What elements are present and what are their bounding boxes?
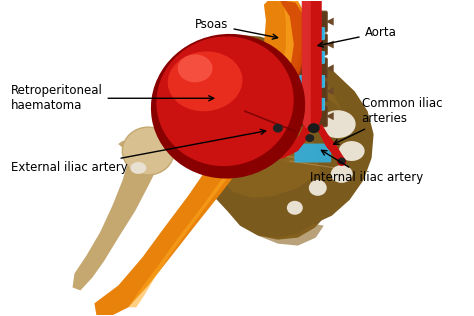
Polygon shape: [326, 64, 334, 72]
Ellipse shape: [178, 54, 212, 82]
Text: Retroperitoneal
haematoma: Retroperitoneal haematoma: [11, 84, 214, 112]
Text: Common iliac
arteries: Common iliac arteries: [334, 97, 442, 144]
Polygon shape: [210, 48, 342, 198]
Ellipse shape: [337, 158, 346, 166]
Text: Internal iliac artery: Internal iliac artery: [310, 150, 423, 185]
Polygon shape: [326, 18, 334, 26]
Polygon shape: [130, 134, 165, 164]
Ellipse shape: [168, 52, 242, 111]
Polygon shape: [290, 112, 298, 120]
Ellipse shape: [331, 165, 353, 183]
Polygon shape: [266, 1, 306, 128]
Ellipse shape: [151, 34, 305, 179]
Polygon shape: [228, 204, 326, 240]
Ellipse shape: [122, 127, 174, 175]
Polygon shape: [290, 40, 298, 48]
Ellipse shape: [306, 5, 318, 15]
Polygon shape: [308, 96, 356, 216]
FancyBboxPatch shape: [299, 75, 325, 87]
Ellipse shape: [305, 134, 314, 142]
Polygon shape: [258, 224, 324, 246]
Text: Psoas: Psoas: [195, 18, 278, 39]
FancyBboxPatch shape: [299, 52, 325, 64]
FancyBboxPatch shape: [296, 11, 327, 32]
FancyBboxPatch shape: [299, 27, 325, 40]
Polygon shape: [316, 124, 346, 164]
Ellipse shape: [264, 99, 319, 163]
Polygon shape: [73, 138, 160, 290]
FancyBboxPatch shape: [296, 58, 327, 79]
Ellipse shape: [308, 123, 320, 133]
FancyBboxPatch shape: [294, 143, 331, 162]
Polygon shape: [302, 1, 322, 132]
Ellipse shape: [287, 201, 303, 215]
Polygon shape: [268, 124, 312, 161]
Ellipse shape: [337, 157, 346, 164]
FancyBboxPatch shape: [296, 81, 327, 102]
FancyBboxPatch shape: [299, 98, 325, 110]
Text: Aorta: Aorta: [318, 26, 396, 47]
Ellipse shape: [156, 36, 294, 166]
Polygon shape: [302, 1, 311, 128]
Polygon shape: [290, 64, 298, 72]
Ellipse shape: [309, 180, 327, 196]
Polygon shape: [290, 87, 298, 95]
Polygon shape: [128, 1, 304, 307]
Polygon shape: [94, 1, 308, 315]
FancyBboxPatch shape: [296, 34, 327, 55]
Polygon shape: [326, 112, 334, 120]
Ellipse shape: [320, 110, 356, 138]
Polygon shape: [188, 34, 374, 230]
Polygon shape: [290, 18, 298, 26]
FancyBboxPatch shape: [296, 106, 327, 127]
Polygon shape: [326, 40, 334, 48]
Polygon shape: [326, 87, 334, 95]
Text: External iliac artery: External iliac artery: [11, 129, 265, 174]
Ellipse shape: [339, 141, 365, 161]
Ellipse shape: [273, 124, 283, 133]
Ellipse shape: [130, 162, 146, 174]
